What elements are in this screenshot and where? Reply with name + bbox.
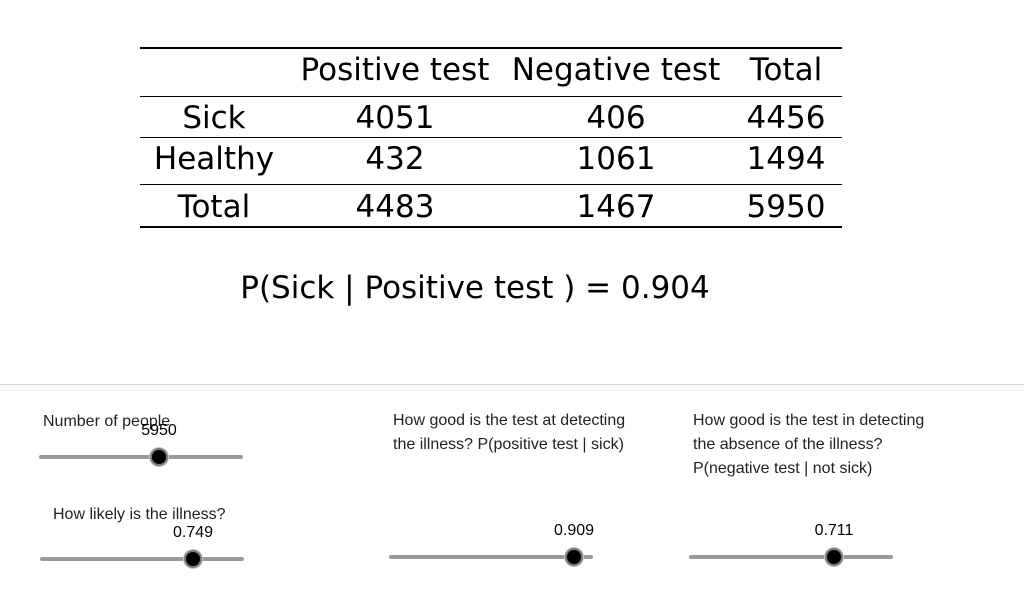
table-bottom-rule (140, 226, 842, 228)
slider-thumb[interactable] (565, 548, 583, 566)
conditional-probability-formula: P(Sick | Positive test ) = 0.904 (240, 270, 710, 306)
table-cell: 1494 (746, 141, 826, 177)
table-header-cell: Total (749, 52, 823, 88)
people-slider-label: Number of people (43, 413, 171, 430)
slider-thumb[interactable] (150, 448, 168, 466)
slider-track[interactable] (389, 555, 593, 559)
slider-thumb[interactable] (184, 550, 202, 568)
table-row-label: Total (177, 189, 251, 225)
table-cell: 1467 (576, 189, 656, 225)
panel-separator (0, 384, 1024, 391)
slider-value: 5950 (141, 422, 177, 439)
sensitivity-slider-label: How good is the test at detecting the il… (393, 412, 626, 453)
table-header-cell: Negative test (511, 52, 721, 88)
specificity-slider-label: How good is the test in detecting the ab… (693, 412, 925, 477)
slider-value: 0.909 (553, 522, 595, 539)
table-cell: 1061 (576, 141, 656, 177)
table-top-rule (140, 47, 842, 49)
contingency-table: Positive test Negative test Total Sick 4… (140, 47, 842, 306)
table-total-rule (140, 184, 842, 185)
table-cell: 4483 (355, 189, 435, 225)
table-header-rule (140, 96, 842, 97)
table-cell: 4456 (746, 100, 826, 136)
table-row-rule (140, 137, 842, 138)
slider-value: 0.749 (172, 524, 214, 541)
people-slider[interactable]: 5950 (39, 422, 243, 469)
table-cell: 4051 (355, 100, 435, 136)
table-cell: 432 (365, 141, 425, 177)
prevalence-slider[interactable]: 0.749 (40, 524, 244, 571)
slider-thumb[interactable] (825, 548, 843, 566)
table-cell: 5950 (746, 189, 826, 225)
slider-track[interactable] (40, 557, 244, 561)
sensitivity-slider[interactable]: 0.909 (389, 522, 594, 569)
prevalence-slider-label: How likely is the illness? (53, 506, 226, 523)
slider-value: 0.711 (814, 522, 854, 539)
table-row-label: Sick (182, 100, 246, 136)
slider-track[interactable] (39, 455, 243, 459)
table-row-label: Healthy (153, 141, 275, 177)
specificity-slider[interactable]: 0.711 (689, 522, 893, 569)
slider-track[interactable] (689, 555, 893, 559)
table-cell: 406 (586, 100, 646, 136)
table-header-cell: Positive test (300, 52, 490, 88)
